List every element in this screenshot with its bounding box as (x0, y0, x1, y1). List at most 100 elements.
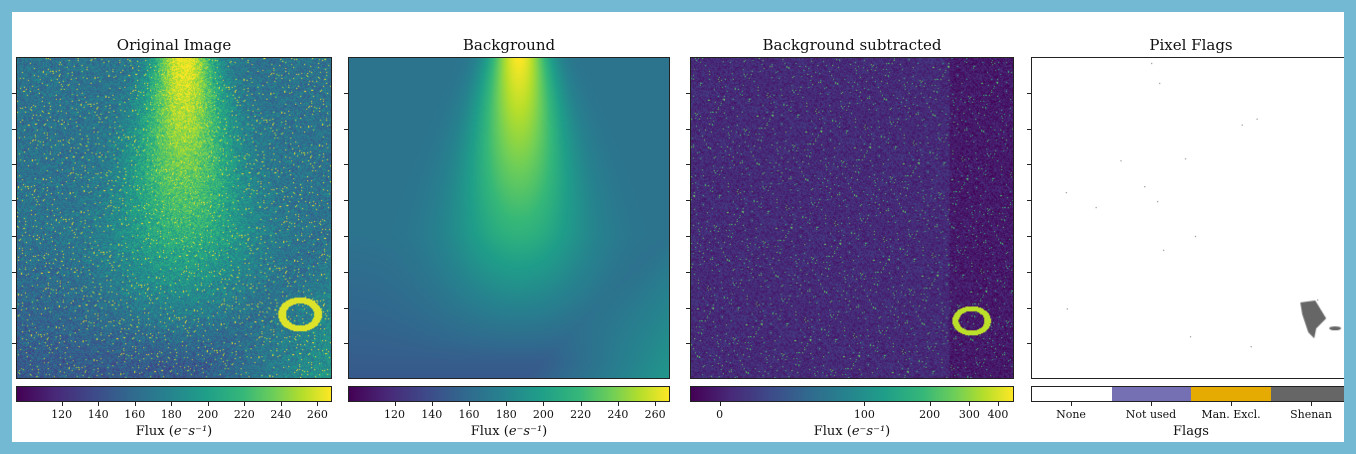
colorbar-tickmark (394, 402, 396, 406)
colorbar-tick-label: 260 (306, 408, 328, 421)
colorbar-tickmark (98, 402, 100, 406)
axis-tick (686, 200, 690, 202)
colorbar-tick-label: 300 (958, 408, 980, 421)
axis-tick (344, 343, 348, 345)
axis-tick (1027, 236, 1031, 237)
cb-label-unit: e⁻s⁻¹ (851, 424, 886, 439)
colorbar-tick-label: 180 (160, 408, 182, 421)
axis-tick (344, 164, 348, 166)
flag-tickmark (1151, 402, 1152, 406)
axis-tick (344, 92, 348, 94)
cb-label-prefix: Flux ( (135, 424, 174, 439)
colorbar-tick-label: 240 (270, 408, 292, 421)
axis-tick (1027, 343, 1031, 345)
colorbar-tickmark (244, 402, 246, 406)
axis-tick (686, 128, 690, 130)
original-image-canvas (17, 58, 331, 378)
colorbar-tickmark (543, 402, 545, 406)
axis-tick (1027, 200, 1031, 202)
colorbar-tick-label: 260 (644, 408, 666, 421)
cb-label-unit: e⁻s⁻¹ (173, 424, 208, 439)
flag-tickmark (1231, 402, 1232, 406)
flag-tick-label: None (1056, 408, 1086, 421)
flag-segment (1111, 387, 1191, 401)
cb-label-suffix: ) (542, 424, 548, 439)
subtracted-canvas (691, 58, 1013, 378)
original-image-heatmap (16, 57, 332, 379)
axis-tick (1027, 92, 1031, 94)
axis-tick (344, 200, 348, 202)
colorbar-tickmark (317, 402, 319, 406)
axis-tick (12, 343, 16, 345)
axis-tick (12, 200, 16, 202)
flag-tick-label: Shenan (1290, 408, 1332, 421)
colorbar-tickmark (929, 402, 931, 406)
axis-tick (686, 236, 690, 237)
flag-segment (1032, 387, 1112, 401)
axis-tick (1027, 128, 1031, 130)
flags-canvas (1032, 58, 1344, 378)
flag-tickmark (1071, 402, 1072, 406)
colorbar-tickmark (969, 402, 971, 406)
colorbar-tickmark (431, 402, 433, 406)
colorbar-tickmark (280, 402, 282, 406)
axis-tick (344, 236, 348, 237)
flag-tick-label: Man. Excl. (1201, 408, 1261, 421)
original-colorbar-label: Flux (e⁻s⁻¹) (136, 424, 212, 439)
colorbar-tick-label: 140 (421, 408, 443, 421)
cb-label-suffix: ) (885, 424, 891, 439)
background-colorbar (348, 386, 670, 402)
colorbar-tickmark (617, 402, 619, 406)
flag-tickmark (1311, 402, 1312, 406)
axis-tick (686, 164, 690, 166)
subtracted-heatmap (690, 57, 1014, 379)
axis-tick (686, 307, 690, 309)
axis-tick (686, 343, 690, 345)
axis-tick (1027, 271, 1031, 273)
colorbar-tick-label: 0 (716, 408, 724, 421)
axis-tick (344, 271, 348, 273)
panel-title-original: Original Image (116, 36, 232, 54)
background-canvas (349, 58, 669, 378)
colorbar-tickmark (171, 402, 173, 406)
colorbar-tick-label: 400 (987, 408, 1009, 421)
axis-tick (12, 164, 16, 166)
panel-title-subtracted: Background subtracted (762, 36, 942, 54)
colorbar-tickmark (719, 402, 721, 406)
cb-label-unit: e⁻s⁻¹ (508, 424, 543, 439)
colorbar-tickmark (207, 402, 209, 406)
axis-tick (12, 128, 16, 130)
axis-tick (686, 271, 690, 273)
cb-label-prefix: Flux ( (813, 424, 852, 439)
colorbar-tick-label: 120 (51, 408, 73, 421)
colorbar-tickmark (61, 402, 63, 406)
flag-segment (1270, 387, 1344, 401)
flag-segment (1191, 387, 1271, 401)
axis-tick (344, 307, 348, 309)
axis-tick (1027, 307, 1031, 309)
flags-colorbar-label: Flags (1173, 424, 1209, 439)
cb-label-prefix: Flux ( (470, 424, 509, 439)
colorbar-tick-label: 220 (570, 408, 592, 421)
flags-colorbar (1031, 386, 1344, 402)
panel-title-background: Background (462, 36, 556, 54)
colorbar-tick-label: 120 (384, 408, 406, 421)
background-heatmap (348, 57, 670, 379)
colorbar-tick-label: 200 (919, 408, 941, 421)
cb-label-suffix: ) (207, 424, 213, 439)
subtracted-colorbar-label: Flux (e⁻s⁻¹) (814, 424, 890, 439)
axis-tick (12, 236, 16, 237)
colorbar-tickmark (655, 402, 657, 406)
colorbar-tick-label: 200 (532, 408, 554, 421)
colorbar-tickmark (506, 402, 508, 406)
colorbar-tick-label: 160 (458, 408, 480, 421)
colorbar-tick-label: 180 (495, 408, 517, 421)
colorbar-tickmark (997, 402, 999, 406)
flag-tick-label: Not used (1125, 408, 1177, 421)
colorbar-tick-label: 100 (853, 408, 875, 421)
axis-tick (12, 271, 16, 273)
axis-tick (344, 128, 348, 130)
axis-tick (12, 307, 16, 309)
colorbar-tick-label: 140 (87, 408, 109, 421)
panel-title-flags: Pixel Flags (1149, 36, 1233, 54)
